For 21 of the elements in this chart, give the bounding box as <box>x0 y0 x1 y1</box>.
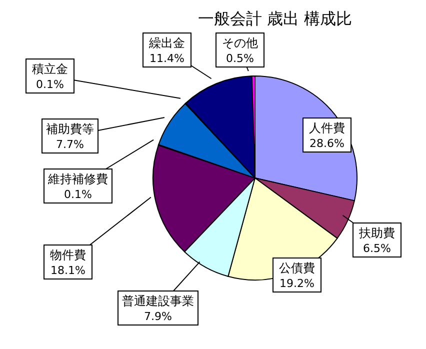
slice-label: 物件費 <box>50 248 86 262</box>
data-label: 7.7% <box>56 138 84 151</box>
data-label: 28.6% <box>310 137 344 150</box>
slice-label: 維持補修費 <box>47 172 108 186</box>
data-label: 7.9% <box>144 310 172 323</box>
slice-label: 積立金 <box>32 62 68 76</box>
data-label: 18.1% <box>50 264 86 277</box>
slice-label: 補助費等 <box>46 122 94 136</box>
data-label: 0.5% <box>226 52 254 65</box>
data-label: 6.5% <box>363 242 391 255</box>
chart-title: 一般会計 歳出 構成比 <box>198 9 352 28</box>
slice-label: 普通建設事業 <box>122 294 194 308</box>
slice-label: その他 <box>222 36 258 50</box>
data-label: 0.1% <box>64 188 92 201</box>
slice-label: 公債費 <box>279 261 315 275</box>
slice-label: 人件費 <box>309 121 345 135</box>
data-label: 0.1% <box>36 78 64 91</box>
data-label: 19.2% <box>280 277 314 290</box>
slice-label: 繰出金 <box>148 36 185 50</box>
slice-label: 扶助費 <box>358 226 395 240</box>
data-label: 11.4% <box>150 52 184 65</box>
